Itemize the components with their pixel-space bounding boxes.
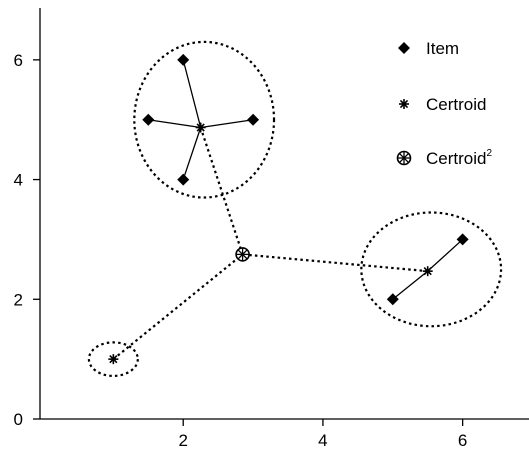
centroid-point: [108, 354, 119, 365]
cluster-ellipse: [360, 211, 503, 328]
item-point: [386, 293, 399, 306]
legend-label-superscript: 2: [486, 148, 492, 159]
item-centroid-link: [182, 127, 202, 180]
item-centroid-link: [392, 270, 429, 300]
centroid-point: [422, 266, 433, 277]
item-point: [177, 53, 190, 66]
y-tick-label: 6: [14, 51, 23, 70]
centroid-link: [242, 253, 428, 273]
centroid-point: [195, 122, 206, 133]
item-centroid-link: [200, 119, 254, 129]
axes: [39, 8, 529, 420]
legend-label: Item: [426, 39, 459, 58]
item-centroid-link: [182, 59, 202, 128]
cluster-ellipse: [87, 341, 139, 378]
links: [112, 59, 464, 360]
item-centroid-link: [427, 238, 464, 272]
x-tick-label: 4: [318, 431, 327, 450]
legend-marker-item: [398, 42, 410, 54]
data-marks: [108, 53, 469, 365]
centroid-link: [112, 253, 244, 360]
legend-label: Certroid2: [426, 148, 492, 168]
legend-marker-centroid2: [396, 150, 412, 166]
legend-marker-centroid: [399, 99, 409, 109]
item-point: [177, 173, 190, 186]
centroid2-point: [235, 247, 250, 262]
cluster-ellipse: [133, 40, 276, 199]
item-centroid-link: [148, 119, 201, 129]
item-point: [142, 113, 155, 126]
legend-label: Certroid: [426, 95, 486, 114]
x-tick-label: 2: [178, 431, 187, 450]
item-point: [247, 113, 260, 126]
y-tick-label: 0: [14, 410, 23, 429]
centroid-link: [199, 127, 244, 255]
legend: Item Certroid Certroid2: [396, 39, 492, 168]
ticks: 2 4 6 0 2 4 6: [14, 51, 468, 450]
cluster-ellipses: [87, 40, 503, 378]
item-point: [456, 233, 469, 246]
y-tick-label: 2: [14, 290, 23, 309]
y-tick-label: 4: [14, 171, 23, 190]
x-tick-label: 6: [458, 431, 467, 450]
